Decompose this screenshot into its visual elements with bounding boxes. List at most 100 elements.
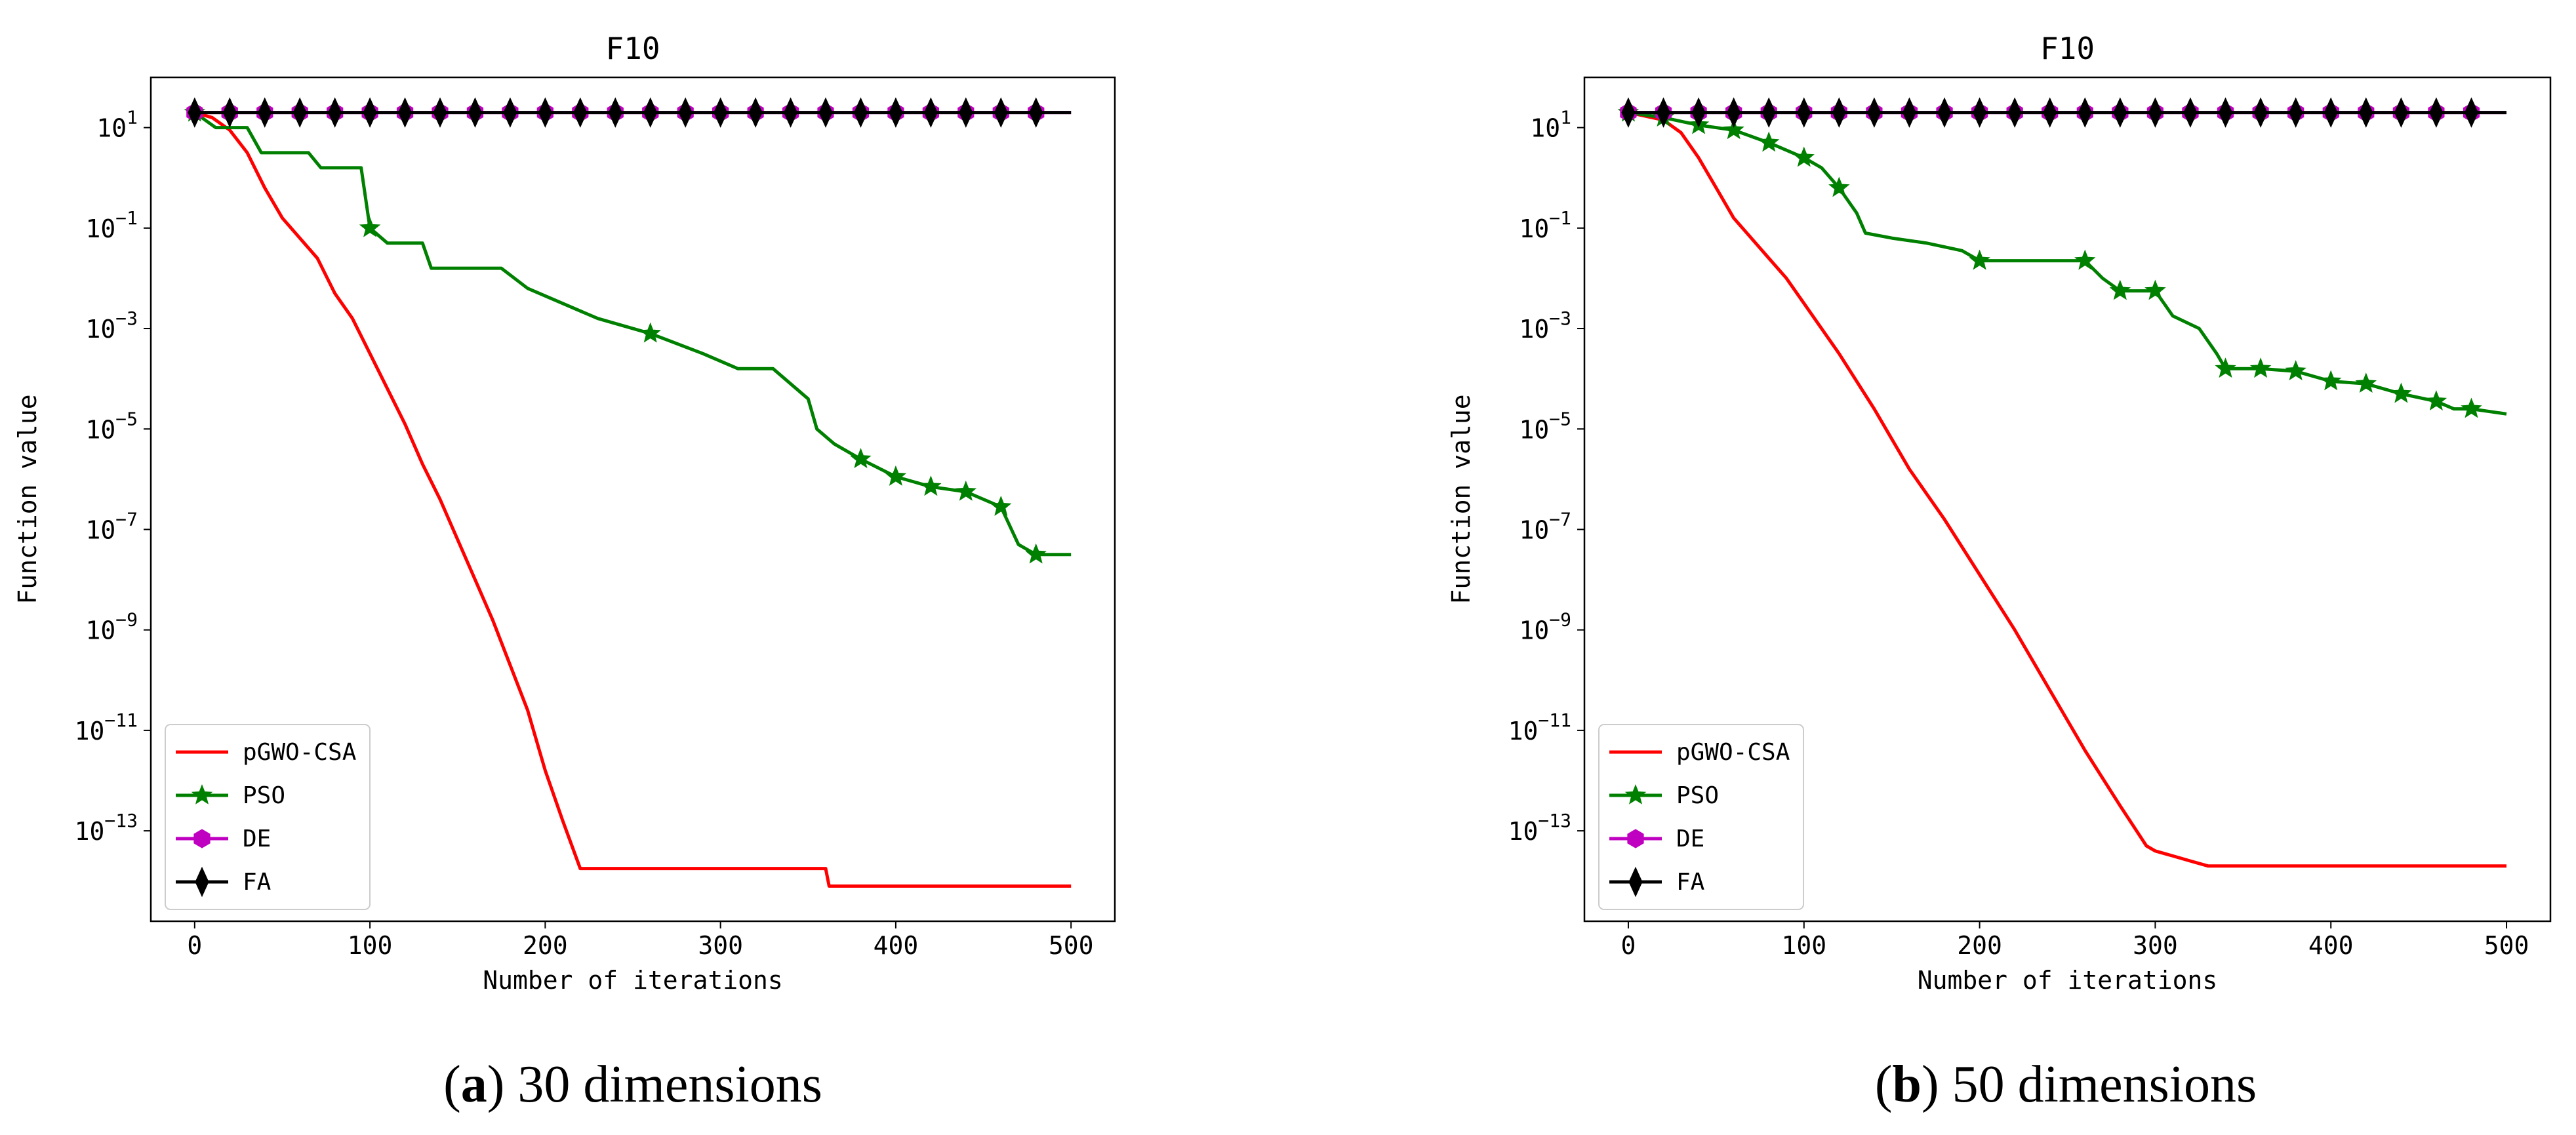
pso-marker (1025, 543, 1047, 564)
legend-label-pgwo-csa: pGWO-CSA (243, 739, 357, 766)
pso-marker (885, 465, 907, 486)
y-tick-label: 10−1 (1519, 207, 1571, 243)
fa-marker (2359, 97, 2373, 128)
y-tick-label: 101 (1530, 107, 1571, 143)
fa-marker (397, 97, 413, 128)
fa-marker (923, 97, 938, 128)
y-tick-label: 10−7 (86, 508, 138, 544)
chart-title: F10 (2040, 31, 2095, 66)
y-tick-label: 10−13 (75, 810, 138, 846)
panel-caption: (a) 30 dimensions (443, 1056, 822, 1113)
pso-marker (639, 322, 661, 343)
legend-box (165, 724, 371, 910)
panel-a: F10 0 100 200 300 400 500 101 10−1 10−3 10−5 10−7 10… (13, 31, 1116, 1113)
fa-marker (292, 97, 307, 128)
fa-marker (783, 97, 798, 128)
fa-marker (2148, 97, 2162, 128)
legend-label-pgwo-csa: pGWO-CSA (1676, 739, 1790, 766)
fa-marker (2218, 97, 2233, 128)
y-tick-exponent: −13 (104, 810, 138, 831)
series-line-pso (1628, 111, 2507, 416)
fa-marker (2394, 97, 2408, 128)
pso-marker (850, 448, 872, 468)
fa-marker (222, 97, 237, 128)
y-tick-label: 10−11 (1508, 709, 1571, 746)
x-tick-label: 300 (2133, 931, 2178, 960)
legend: pGWO-CSA PSO DE FA (1598, 724, 1804, 910)
caption-letter: b (1893, 1056, 1922, 1113)
legend-label-fa: FA (1676, 869, 1705, 896)
legend-marker-pso (1624, 784, 1647, 805)
fa-marker (2113, 97, 2127, 128)
pso-marker (1969, 249, 1990, 270)
plot-area (184, 97, 1072, 888)
y-tick-exponent: −5 (115, 408, 138, 429)
y-tick-exponent: −3 (1549, 308, 1571, 329)
caption-text: 50 dimensions (1952, 1056, 2257, 1113)
legend-label-de: DE (1676, 826, 1704, 852)
y-axis-label: Function value (13, 394, 42, 604)
fa-marker (643, 97, 658, 128)
fa-marker (608, 97, 622, 128)
series-line-pgwo-csa (194, 111, 1072, 888)
fa-marker (1029, 97, 1043, 128)
legend-label-pso: PSO (243, 782, 285, 809)
panel-b: F10 0 100 200 300 400 500 101 10−1 10−3 10−5 10−7 10… (1447, 31, 2552, 1113)
legend-label-pso: PSO (1676, 782, 1719, 809)
x-tick-label: 100 (1781, 931, 1826, 960)
axes-frame (150, 76, 1116, 923)
legend-marker-fa (195, 866, 209, 898)
series-line-pgwo-csa (1628, 111, 2506, 868)
y-tick-exponent: −7 (115, 508, 138, 530)
series-line-pso (193, 111, 1072, 557)
fa-marker (1973, 97, 1987, 128)
fa-marker (573, 97, 588, 128)
y-tick-exponent: 1 (1560, 107, 1571, 129)
x-tick-label: 0 (187, 931, 202, 960)
y-tick-label: 10−3 (1519, 308, 1571, 344)
chart-title: F10 (605, 31, 660, 66)
y-tick-exponent: −13 (1538, 810, 1571, 831)
y-tick-label: 10−13 (1508, 810, 1571, 846)
fa-marker (363, 97, 377, 128)
fa-marker (1902, 97, 1917, 128)
fa-marker (2429, 97, 2444, 128)
fa-marker (2253, 97, 2268, 128)
fa-marker (2078, 97, 2092, 128)
x-tick-label: 500 (1049, 931, 1094, 960)
fa-marker (2464, 97, 2479, 128)
x-tick-label: 200 (523, 931, 568, 960)
pso-marker (920, 475, 942, 496)
x-tick-label: 500 (2484, 931, 2529, 960)
fa-marker (2043, 97, 2057, 128)
x-axis-label: Number of iterations (1918, 966, 2218, 995)
pso-marker (1758, 131, 1780, 152)
y-tick-exponent: −7 (1549, 508, 1571, 530)
pso-marker (2249, 357, 2272, 378)
legend: pGWO-CSA PSO DE FA (165, 724, 371, 910)
fa-marker (1656, 97, 1671, 128)
pso-marker (2109, 279, 2131, 300)
y-tick-exponent: −1 (1549, 207, 1571, 229)
fa-marker (678, 97, 693, 128)
fa-marker (1621, 97, 1636, 128)
legend-box (1598, 724, 1804, 910)
fa-marker (1937, 97, 1952, 128)
fa-marker (1761, 97, 1776, 128)
fa-marker (1727, 97, 1741, 128)
y-tick-exponent: 1 (127, 107, 138, 129)
legend-marker-pso (191, 784, 213, 805)
y-tick-exponent: −9 (115, 609, 138, 631)
fa-marker (1832, 97, 1846, 128)
pso-marker (955, 480, 977, 501)
fa-marker (994, 97, 1008, 128)
y-tick-label: 10−9 (86, 609, 138, 645)
y-tick-exponent: −11 (1538, 709, 1571, 731)
x-tick-label: 300 (698, 931, 743, 960)
pso-marker (359, 216, 381, 237)
fa-marker (2324, 97, 2338, 128)
x-tick-label: 200 (1957, 931, 2002, 960)
y-tick-label: 10−3 (86, 308, 138, 344)
fa-marker (853, 97, 868, 128)
